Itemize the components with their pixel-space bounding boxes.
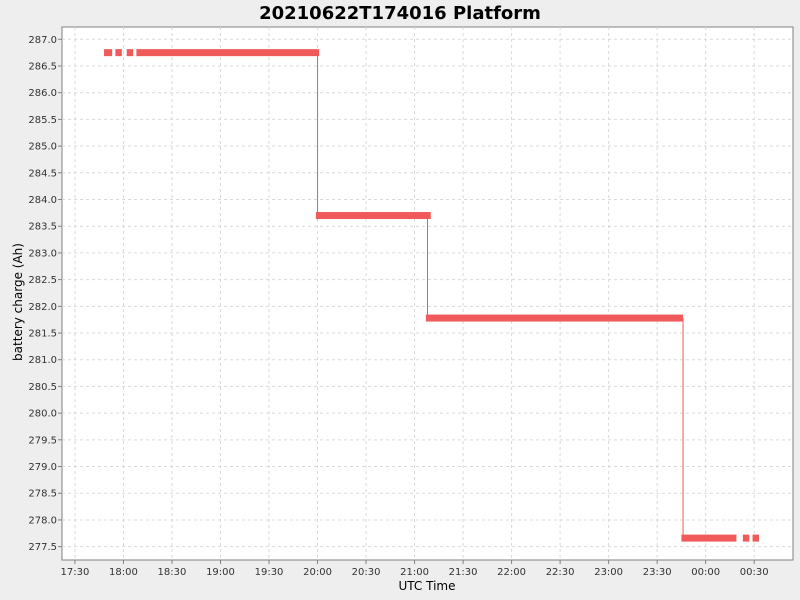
- y-tick-label: 281.0: [28, 355, 57, 366]
- y-tick-label: 285.5: [28, 115, 57, 126]
- chart-title: 20210622T174016 Platform: [259, 3, 541, 24]
- x-tick-label: 21:00: [400, 567, 429, 578]
- x-tick-label: 20:30: [352, 567, 381, 578]
- x-tick-label: 21:30: [449, 567, 478, 578]
- x-axis-label: UTC Time: [399, 579, 456, 593]
- series-segment: [104, 49, 113, 57]
- y-tick-label: 287.0: [28, 35, 57, 46]
- y-tick-label: 278.0: [28, 515, 57, 526]
- y-tick-label: 280.5: [28, 382, 57, 393]
- y-axis-ticks: 287.0 286.5 286.0 285.5 285.0 284.5 284.0 283.5…: [28, 35, 62, 553]
- y-tick-label: 284.0: [28, 195, 57, 206]
- series-layer: [104, 49, 760, 542]
- x-tick-label: 18:00: [109, 567, 138, 578]
- x-tick-label: 23:00: [594, 567, 623, 578]
- series-segment: [742, 534, 750, 542]
- x-tick-label: 19:00: [206, 567, 235, 578]
- y-tick-label: 286.5: [28, 61, 57, 72]
- y-tick-label: 278.5: [28, 489, 57, 500]
- series-segment: [136, 49, 320, 57]
- x-tick-label: 20:00: [303, 567, 332, 578]
- series-segment: [681, 534, 737, 542]
- x-tick-label: 00:30: [740, 567, 769, 578]
- x-tick-label: 22:30: [546, 567, 575, 578]
- x-tick-label: 17:30: [61, 567, 90, 578]
- y-tick-label: 283.5: [28, 222, 57, 233]
- y-axis-label: battery charge (Ah): [11, 243, 25, 361]
- grid-layer: [62, 27, 793, 560]
- y-tick-label: 279.0: [28, 462, 57, 473]
- x-tick-label: 22:00: [497, 567, 526, 578]
- y-tick-label: 282.5: [28, 275, 57, 286]
- y-tick-label: 279.5: [28, 435, 57, 446]
- series-segment: [752, 534, 760, 542]
- x-tick-label: 18:30: [158, 567, 187, 578]
- y-tick-label: 286.0: [28, 88, 57, 99]
- y-tick-label: 280.0: [28, 409, 57, 420]
- y-tick-label: 277.5: [28, 542, 57, 553]
- x-axis-ticks: 17:30 18:00 18:30 19:00 19:30 20:00 20:30 21:00…: [61, 560, 769, 578]
- x-tick-label: 23:30: [643, 567, 672, 578]
- y-tick-label: 281.5: [28, 329, 57, 340]
- x-tick-label: 19:30: [255, 567, 284, 578]
- series-segment: [115, 49, 122, 57]
- y-tick-label: 284.5: [28, 168, 57, 179]
- series-segment: [425, 314, 684, 322]
- y-tick-label: 282.0: [28, 302, 57, 313]
- x-tick-label: 00:00: [691, 567, 720, 578]
- series-segment: [126, 49, 134, 57]
- y-tick-label: 283.0: [28, 248, 57, 259]
- series-segment: [315, 212, 431, 220]
- y-tick-label: 285.0: [28, 142, 57, 153]
